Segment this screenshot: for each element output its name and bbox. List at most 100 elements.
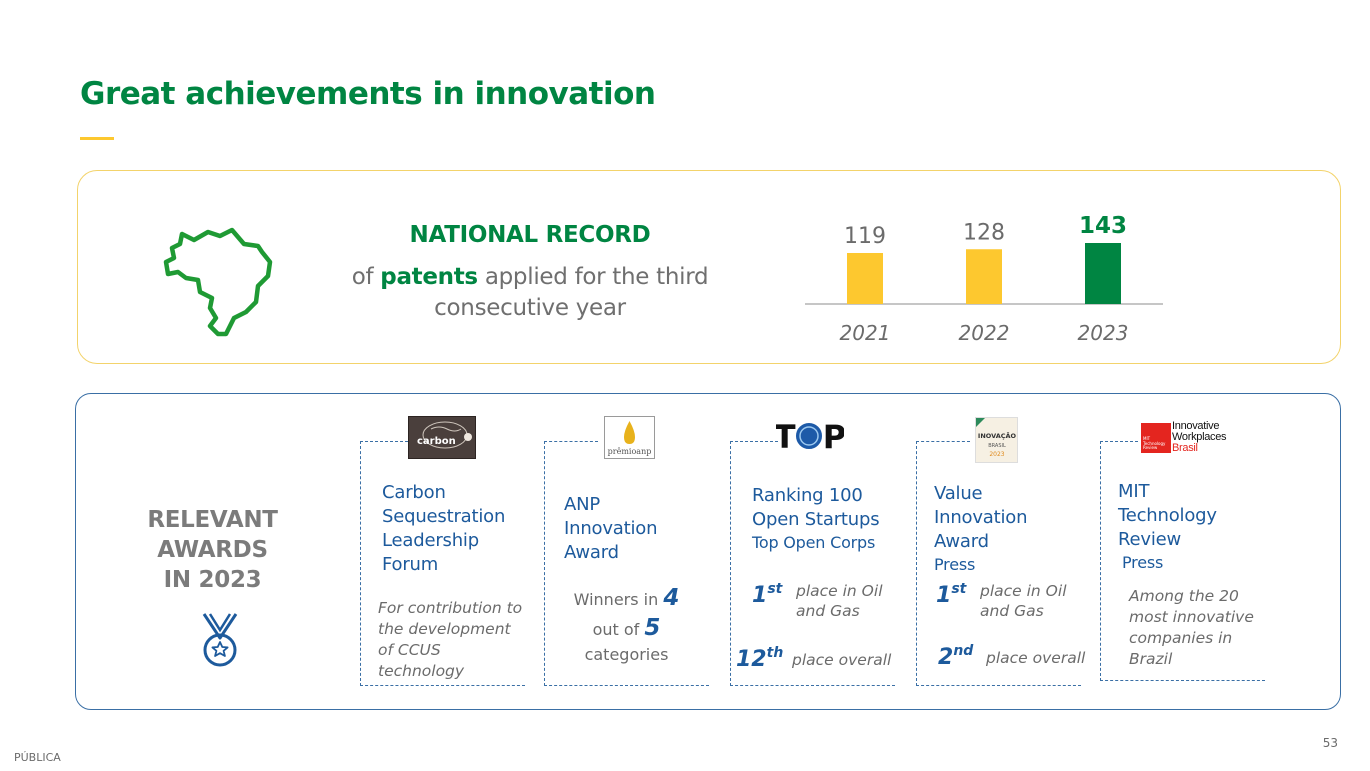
award-name-line: Award	[564, 542, 619, 563]
award-subtitle: Top Open Corps	[752, 533, 876, 552]
valor-logo-text: INOVAÇÃO	[978, 431, 1017, 440]
awards-heading: RELEVANT AWARDS IN 2023	[130, 505, 295, 595]
national-record-panel	[77, 170, 1341, 364]
rank-text: place overall	[986, 649, 1086, 667]
award-subtitle: Press	[934, 555, 976, 574]
rank-number: 2nd	[938, 643, 974, 670]
record-description: of patents applied for the third consecu…	[340, 262, 720, 324]
award-name-line: ANP	[564, 494, 601, 515]
award-card-value-innovation: INOVAÇÃO BRASIL 2023 Value Innovation Aw…	[916, 417, 1085, 686]
bar-2021	[847, 253, 883, 304]
award-description: Among the 20 most innovative companies i…	[1129, 587, 1254, 668]
rank-row: 2nd place overall	[938, 643, 1096, 670]
rank-number: 1st	[752, 581, 783, 608]
award-card-carbon: carbon Carbon Sequestration Leadership F…	[360, 416, 525, 686]
anp-winners-text: Winners in 4 out of 5 categories	[544, 584, 709, 666]
valor-inovacao-logo: INOVAÇÃO BRASIL 2023	[975, 417, 1018, 463]
winners-prefix: Winners in	[573, 590, 659, 609]
award-frame	[360, 441, 525, 686]
premio-anp-logo: prêmioanp	[604, 416, 655, 459]
mit-badge-line: Review	[1143, 445, 1158, 450]
award-name-line: Sequestration	[382, 506, 506, 527]
rank-text: place in Oil and Gas	[796, 582, 883, 620]
award-frame-top	[916, 441, 970, 442]
rank-number: 1st	[936, 581, 967, 608]
logo-text-line: Innovative	[1172, 420, 1220, 432]
slide-title: Great achievements in innovation	[80, 76, 656, 112]
award-frame-top	[730, 441, 778, 442]
top-open-corps-logo: TOP	[774, 416, 846, 456]
title-underline	[80, 137, 114, 140]
anp-logo-text: prêmioanp	[608, 447, 652, 456]
patents-bar-chart: 119 2021 128 2022 143 2023	[800, 195, 1170, 355]
record-text-prefix: of	[351, 264, 381, 290]
record-text-suffix: applied for the third consecutive year	[434, 264, 709, 321]
carbon-forum-logo: carbon	[408, 416, 476, 459]
awards-heading-line: RELEVANT	[147, 507, 278, 533]
award-frame	[1100, 441, 1265, 681]
award-name-line: Forum	[382, 554, 439, 575]
winners-suffix: categories	[584, 645, 669, 664]
award-card-mit: MIT Technology Review Innovative Workpla…	[1100, 421, 1265, 686]
rank-row: 12th place overall	[736, 645, 902, 672]
tick-label-2022: 2022	[959, 321, 1010, 345]
mit-badge-line: MIT	[1143, 436, 1151, 441]
data-label-2021: 119	[844, 224, 886, 249]
award-name: Ranking 100 Open Startups Top Open Corps	[752, 484, 880, 554]
record-text-highlight: patents	[380, 264, 478, 290]
award-description: For contribution to the development of C…	[378, 599, 523, 680]
award-name-line: Open Startups	[752, 509, 880, 530]
record-heading: NATIONAL RECORD	[409, 222, 651, 248]
tick-label-2023: 2023	[1078, 321, 1129, 345]
awards-heading-line: IN 2023	[163, 567, 262, 593]
award-name-line: Leadership	[382, 530, 479, 551]
tick-label-2021: 2021	[840, 321, 891, 345]
award-frame-top	[360, 441, 408, 442]
award-frame	[730, 441, 895, 686]
svg-text:BRASIL: BRASIL	[988, 443, 1006, 449]
award-subtitle: Press	[1122, 553, 1164, 572]
award-frame-top	[544, 441, 598, 442]
award-name-line: Award	[934, 531, 989, 552]
winners-total: 5	[644, 615, 661, 641]
award-frame	[916, 441, 1081, 686]
rank-row: 1st place in Oil and Gas	[936, 581, 1080, 621]
bar-2023	[1085, 243, 1121, 304]
award-card-anp: prêmioanp ANP Innovation Award Winners i…	[544, 416, 709, 686]
award-card-open-startups: TOP Ranking 100 Open Startups Top Open C…	[730, 418, 895, 686]
awards-heading-line: AWARDS	[157, 537, 268, 563]
brazil-map-icon	[163, 227, 273, 337]
medal-icon	[202, 613, 238, 667]
winners-mid: out of	[592, 620, 640, 639]
innovative-workplaces-logo: MIT Technology Review Innovative Workpla…	[1141, 421, 1237, 457]
winners-count: 4	[663, 585, 680, 611]
award-name-line: Ranking 100	[752, 485, 863, 506]
award-name: Carbon Sequestration Leadership Forum	[382, 481, 505, 577]
carbon-logo-text: carbon	[417, 436, 456, 447]
award-name-line: Technology	[1118, 505, 1217, 526]
award-name: Value Innovation Award Press	[934, 482, 1081, 576]
rank-row: 1st place in Oil and Gas	[752, 581, 894, 621]
logo-text-line: Brasil	[1172, 442, 1198, 454]
bar-2022	[966, 249, 1002, 304]
award-name: ANP Innovation Award	[564, 493, 658, 565]
award-name-line: MIT	[1118, 481, 1150, 502]
rank-text: place overall	[792, 651, 892, 669]
award-name-line: Review	[1118, 529, 1182, 550]
award-name-line: Value Innovation	[934, 483, 1028, 528]
rank-number: 12th	[736, 645, 784, 672]
rank-text: place in Oil and Gas	[980, 582, 1067, 620]
award-name-line: Innovation	[564, 518, 658, 539]
award-frame	[544, 441, 709, 686]
data-label-2023: 143	[1079, 213, 1127, 239]
svg-text:2023: 2023	[989, 451, 1004, 458]
awards-panel	[75, 393, 1341, 710]
award-name-line: Carbon	[382, 482, 446, 503]
data-label-2022: 128	[963, 220, 1005, 245]
award-frame-top	[1100, 441, 1138, 442]
page-number: 53	[1322, 736, 1338, 750]
award-name: MIT Technology Review Press	[1118, 480, 1217, 574]
mit-badge-line: Technology	[1143, 440, 1166, 446]
classification-label: PÚBLICA	[14, 751, 61, 764]
logo-text-line: Workplaces	[1172, 431, 1227, 443]
